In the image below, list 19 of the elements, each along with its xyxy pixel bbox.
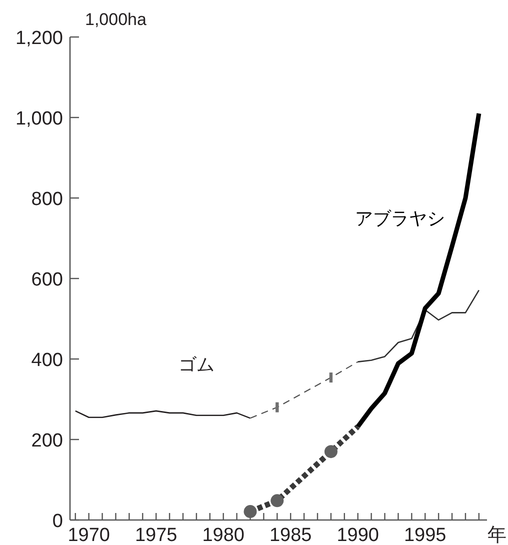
series-name: ゴム (178, 354, 214, 374)
xtick: 1995 (404, 525, 446, 545)
xtick: 1985 (269, 525, 312, 545)
xtick: 1990 (336, 525, 379, 545)
xlabel: 年 (488, 525, 506, 545)
ytick: 400 (31, 350, 63, 371)
ytick: 800 (31, 189, 63, 210)
ytick: 0 (52, 511, 63, 532)
point (244, 505, 257, 518)
ylabel: 1,000ha (85, 10, 146, 29)
ytick: 200 (31, 430, 63, 452)
ytick: 1,000 (15, 108, 63, 130)
xtick: 1975 (134, 525, 178, 545)
ytick: 1,200 (15, 28, 63, 49)
xtick: 1980 (202, 525, 244, 545)
xtick: 1970 (68, 525, 110, 545)
ytick: 600 (31, 270, 63, 290)
point (324, 445, 338, 458)
point (270, 494, 284, 508)
